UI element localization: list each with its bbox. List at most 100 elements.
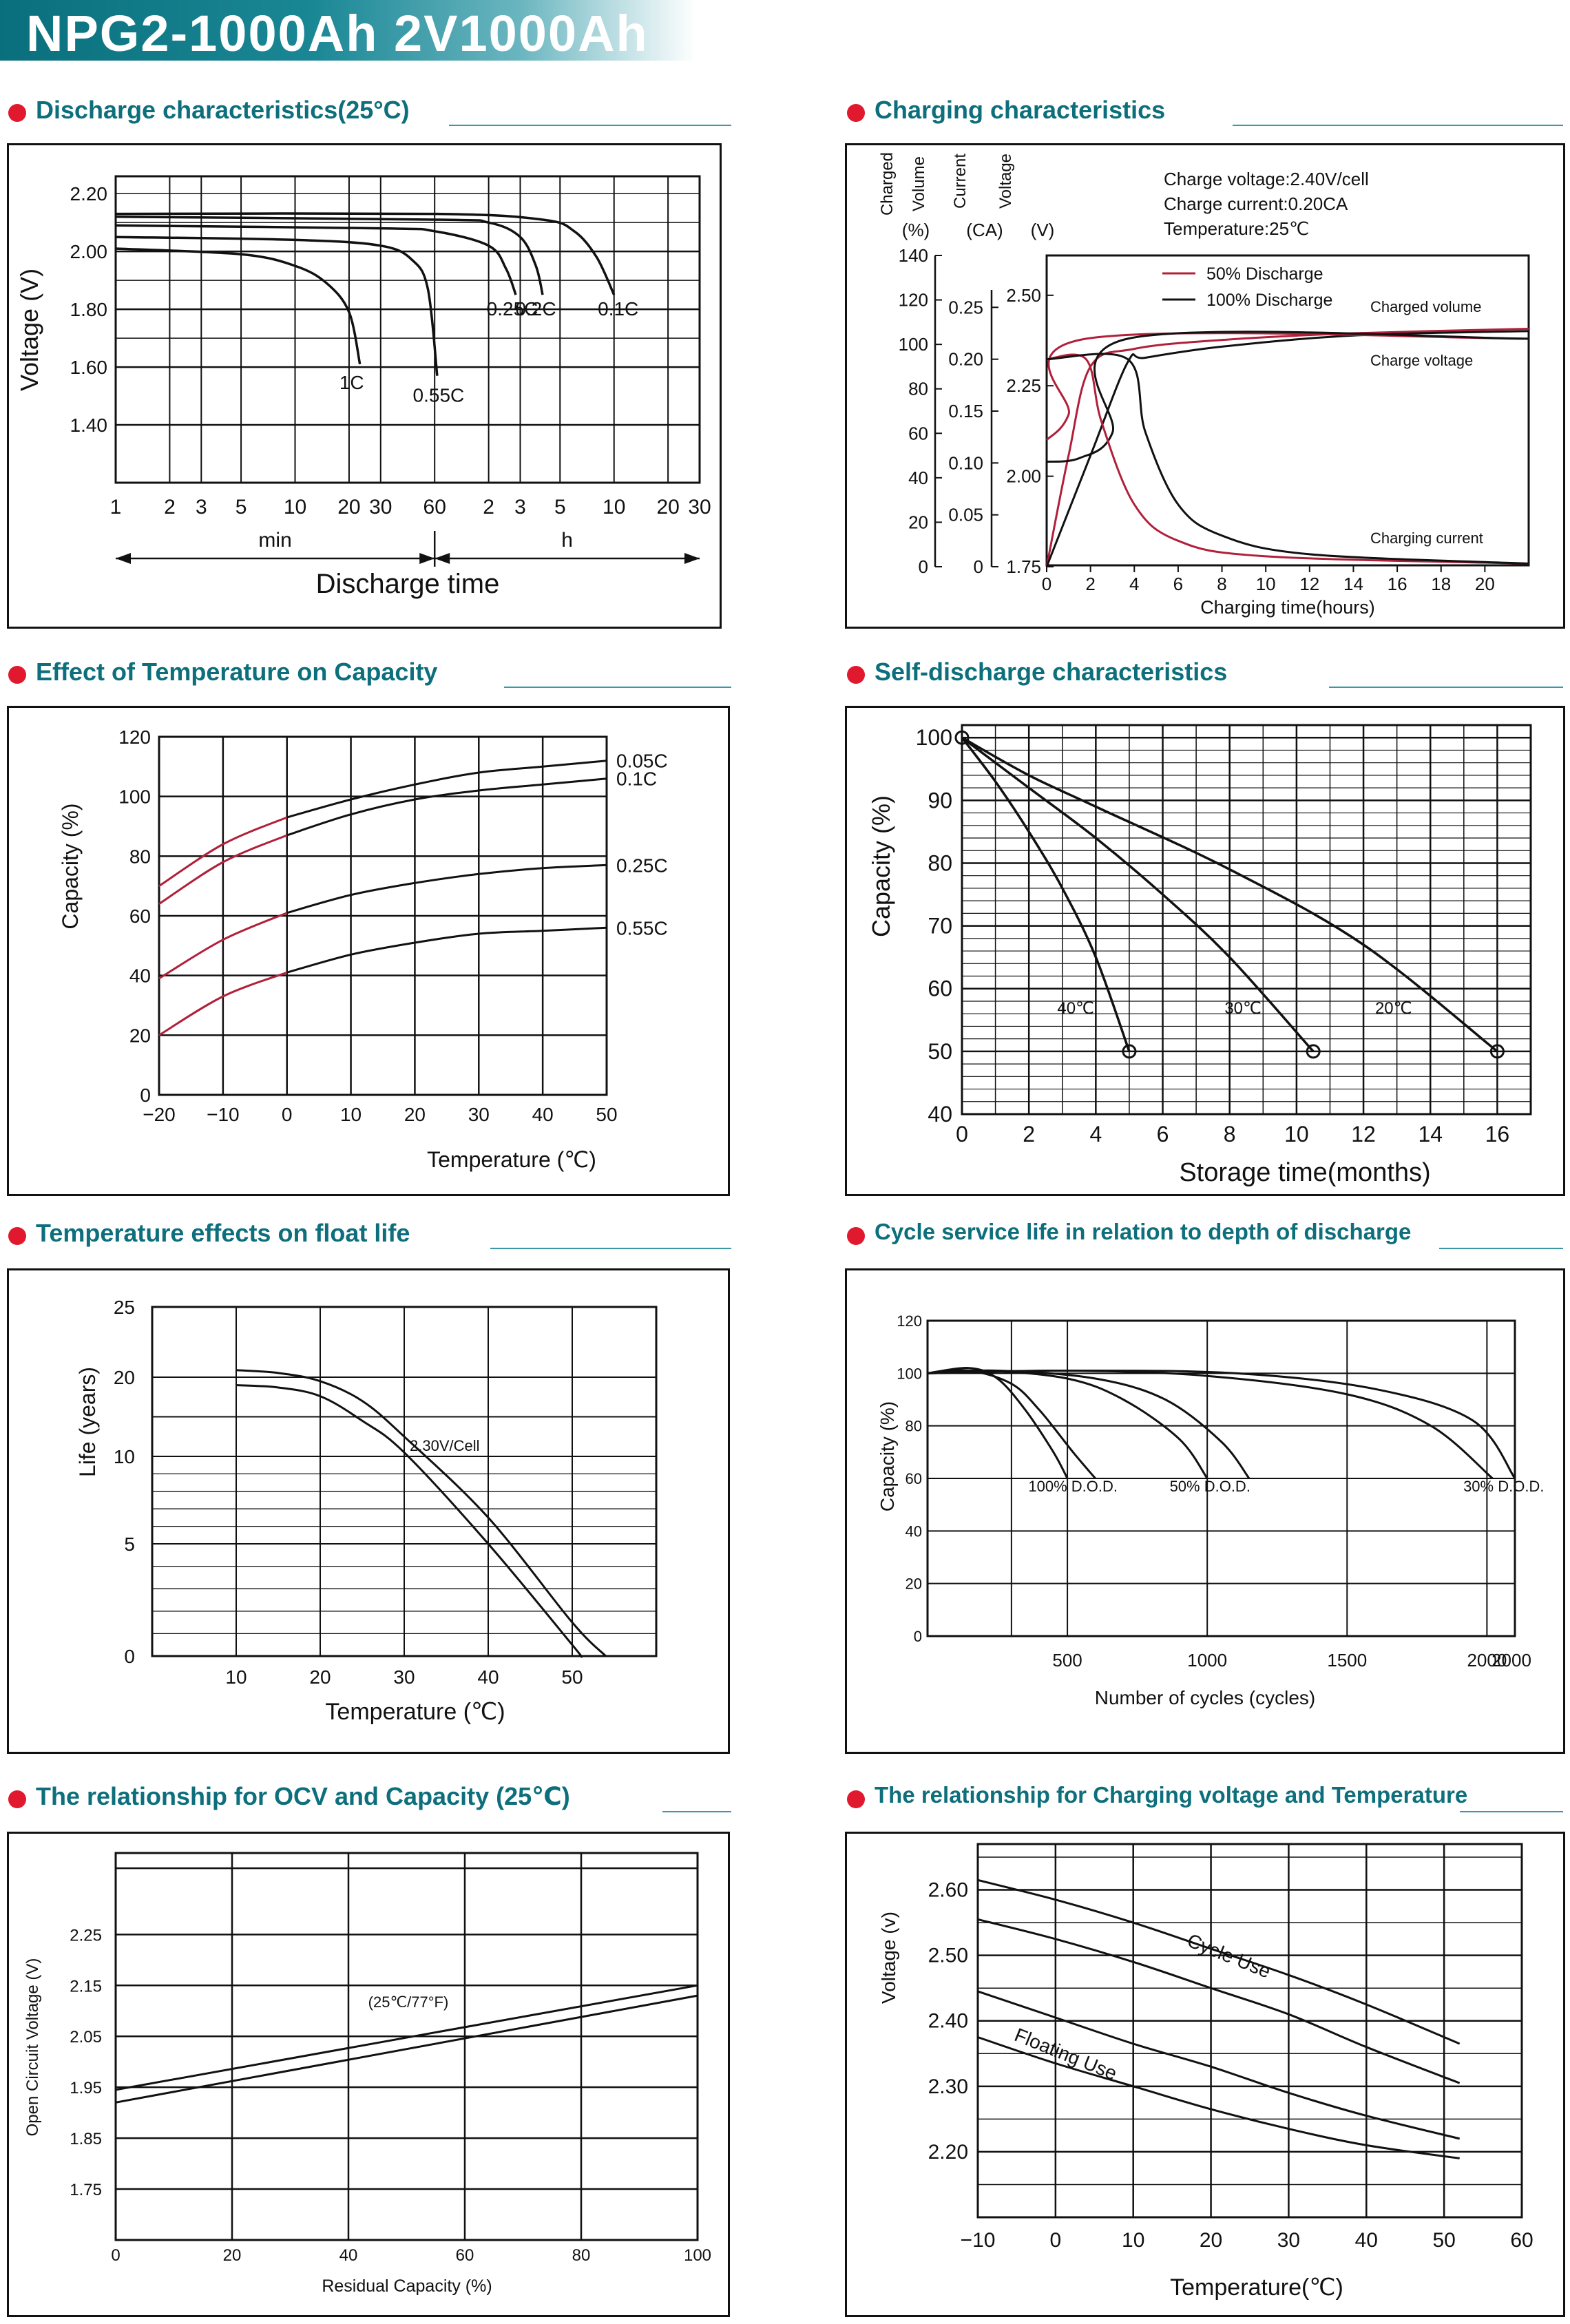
series-label: 0.55C [413, 385, 465, 406]
y-axis-label: Life (years) [75, 1367, 100, 1477]
volume-tick-label: 60 [908, 423, 928, 443]
series-line-charge-voltage [1045, 332, 1529, 441]
x-tick-label: 20 [309, 1666, 331, 1688]
series-line-Floating-Use-upper [977, 1990, 1461, 2140]
y-tick-label: 2.15 [70, 1977, 102, 1996]
y-tick-label: 90 [928, 788, 952, 813]
series-line-0.05C [286, 760, 607, 819]
y-tick-label: 2.60 [928, 1879, 968, 1902]
voltage-tick-label: 2.50 [1006, 285, 1041, 306]
y-tick-label: 0 [124, 1646, 135, 1667]
y-axis-label: Voltage (v) [878, 1912, 899, 2004]
chart-panel-charge-voltage: −10 0 10 20 30 40 50 60 2.60 2.50 2.40 2.30 2.20 Volt… [845, 1832, 1565, 2317]
start-marker [954, 730, 970, 745]
series-line-30℃ [961, 736, 1315, 1053]
y-tick-label: 100 [916, 725, 952, 750]
x-tick-label: 5 [236, 496, 247, 519]
current-tick-label: 0.10 [948, 452, 983, 473]
x-tick-label: 30 [688, 496, 711, 519]
title-rule [1439, 1248, 1563, 1249]
section-title-charging: Charging characteristics [847, 94, 1563, 129]
x-tick-label: 20 [1200, 2229, 1222, 2252]
x-tick-label: 10 [1284, 1122, 1309, 1147]
y-tick-label: 2.20 [928, 2141, 968, 2164]
bullet-dot-icon [847, 104, 865, 122]
series-label: 0.25C [616, 855, 668, 876]
voltage-tick-label: 2.25 [1006, 375, 1041, 396]
axis-header: Current [951, 154, 970, 209]
x-tick-label: 4 [1089, 1122, 1102, 1147]
x-tick-label: 12 [1351, 1122, 1376, 1147]
x-axis-label: Temperature (℃) [427, 1147, 596, 1172]
current-tick-label: 0.15 [948, 401, 983, 421]
x-tick-label: 60 [456, 2246, 474, 2265]
axis-header: Volume [910, 156, 928, 211]
y-tick-label: 60 [129, 905, 151, 927]
series-line-100DODa [927, 1367, 1069, 1479]
y-tick-label: 0 [914, 1628, 922, 1645]
x-tick-label: 12 [1299, 574, 1319, 594]
x-axis-label: Storage time(months) [1179, 1158, 1430, 1187]
x-tick-label: 3 [514, 496, 526, 519]
series-line-40℃ [961, 737, 1131, 1052]
x-tick-label: 16 [1388, 574, 1407, 594]
series-line-Floating-Use-lower [977, 2036, 1460, 2159]
x-tick-label: 16 [1485, 1122, 1510, 1147]
volume-tick-label: 20 [908, 512, 928, 532]
x-tick-label: 40 [477, 1666, 499, 1688]
chart-panel-self-discharge: 0 2 4 6 8 10 12 14 16 100 90 80 70 60 50 40 Capacity (%)… [845, 706, 1565, 1196]
series-label: 0.1C [616, 768, 657, 790]
y-tick-label: 5 [124, 1533, 135, 1555]
axis-header: Charged [878, 152, 897, 216]
series-line-0.25C [286, 863, 607, 914]
y-axis-label: Capacity (%) [58, 803, 83, 929]
series-line-charging-current [1046, 353, 1529, 565]
x-tick-label: 6 [1173, 574, 1183, 594]
x-axis-label: Number of cycles (cycles) [1095, 1687, 1316, 1708]
y-axis-label: Open Circuit Voltage (V) [23, 1958, 42, 2137]
x-tick-label: 30 [468, 1104, 490, 1125]
x-axis-label: Residual Capacity (%) [322, 2276, 492, 2296]
series-line-0.1C [286, 777, 607, 837]
x-tick-label: 1500 [1327, 1650, 1367, 1671]
x-tick-label: 6 [1157, 1122, 1169, 1147]
y-tick-label: 20 [114, 1367, 135, 1388]
curve-label: Charging current [1370, 530, 1483, 547]
dod-label: 30% D.O.D. [1463, 1478, 1544, 1495]
series-line-1C [115, 247, 362, 365]
section-title-ocv: The relationship for OCV and Capacity (2… [8, 1781, 731, 1815]
x-tick-label: 5 [554, 496, 566, 519]
y-tick-label: 1.60 [70, 357, 108, 378]
plot-frame [114, 1852, 699, 2241]
x-tick-label: 20 [656, 496, 679, 519]
x-tick-label: 10 [340, 1104, 362, 1125]
y-tick-label: 80 [906, 1418, 922, 1435]
series-line-20℃ [961, 736, 1498, 1053]
x-tick-label: 10 [225, 1666, 247, 1688]
series-line-0.1C-cold [158, 834, 288, 905]
series-line-charged-volume [1045, 328, 1529, 567]
title-rule [504, 687, 731, 688]
volume-tick-label: 0 [919, 556, 928, 577]
axis-unit: (%) [902, 220, 930, 240]
bullet-dot-icon [847, 666, 865, 684]
charging-chart: 1401201008060402000.250.200.150.100.0502… [878, 152, 1530, 618]
series-line-30DODa [927, 1369, 1494, 1480]
series-label: 40℃ [1057, 999, 1094, 1018]
x-tick-label: 10 [1256, 574, 1276, 594]
section-title-discharge: Discharge characteristics(25°C) [8, 94, 731, 129]
x-tick-label: 50 [561, 1666, 583, 1688]
y-tick-label: 100 [118, 786, 151, 808]
bullet-dot-icon [8, 666, 26, 684]
y-tick-label: 20 [906, 1575, 922, 1593]
chart-panel-float-life: 10 20 30 40 50 25 20 10 5 0 Life (years) Temperatur… [7, 1268, 730, 1754]
x-tick-label: 60 [1510, 2229, 1533, 2252]
axis-unit: (V) [1031, 220, 1055, 240]
series-line-charging-current [1046, 353, 1529, 565]
section-title-temp-capacity: Effect of Temperature on Capacity [8, 656, 731, 691]
bullet-dot-icon [8, 1227, 26, 1245]
y-axis-label: Voltage (V) [15, 269, 43, 391]
note-text: Charge voltage:2.40V/cell [1164, 169, 1369, 189]
